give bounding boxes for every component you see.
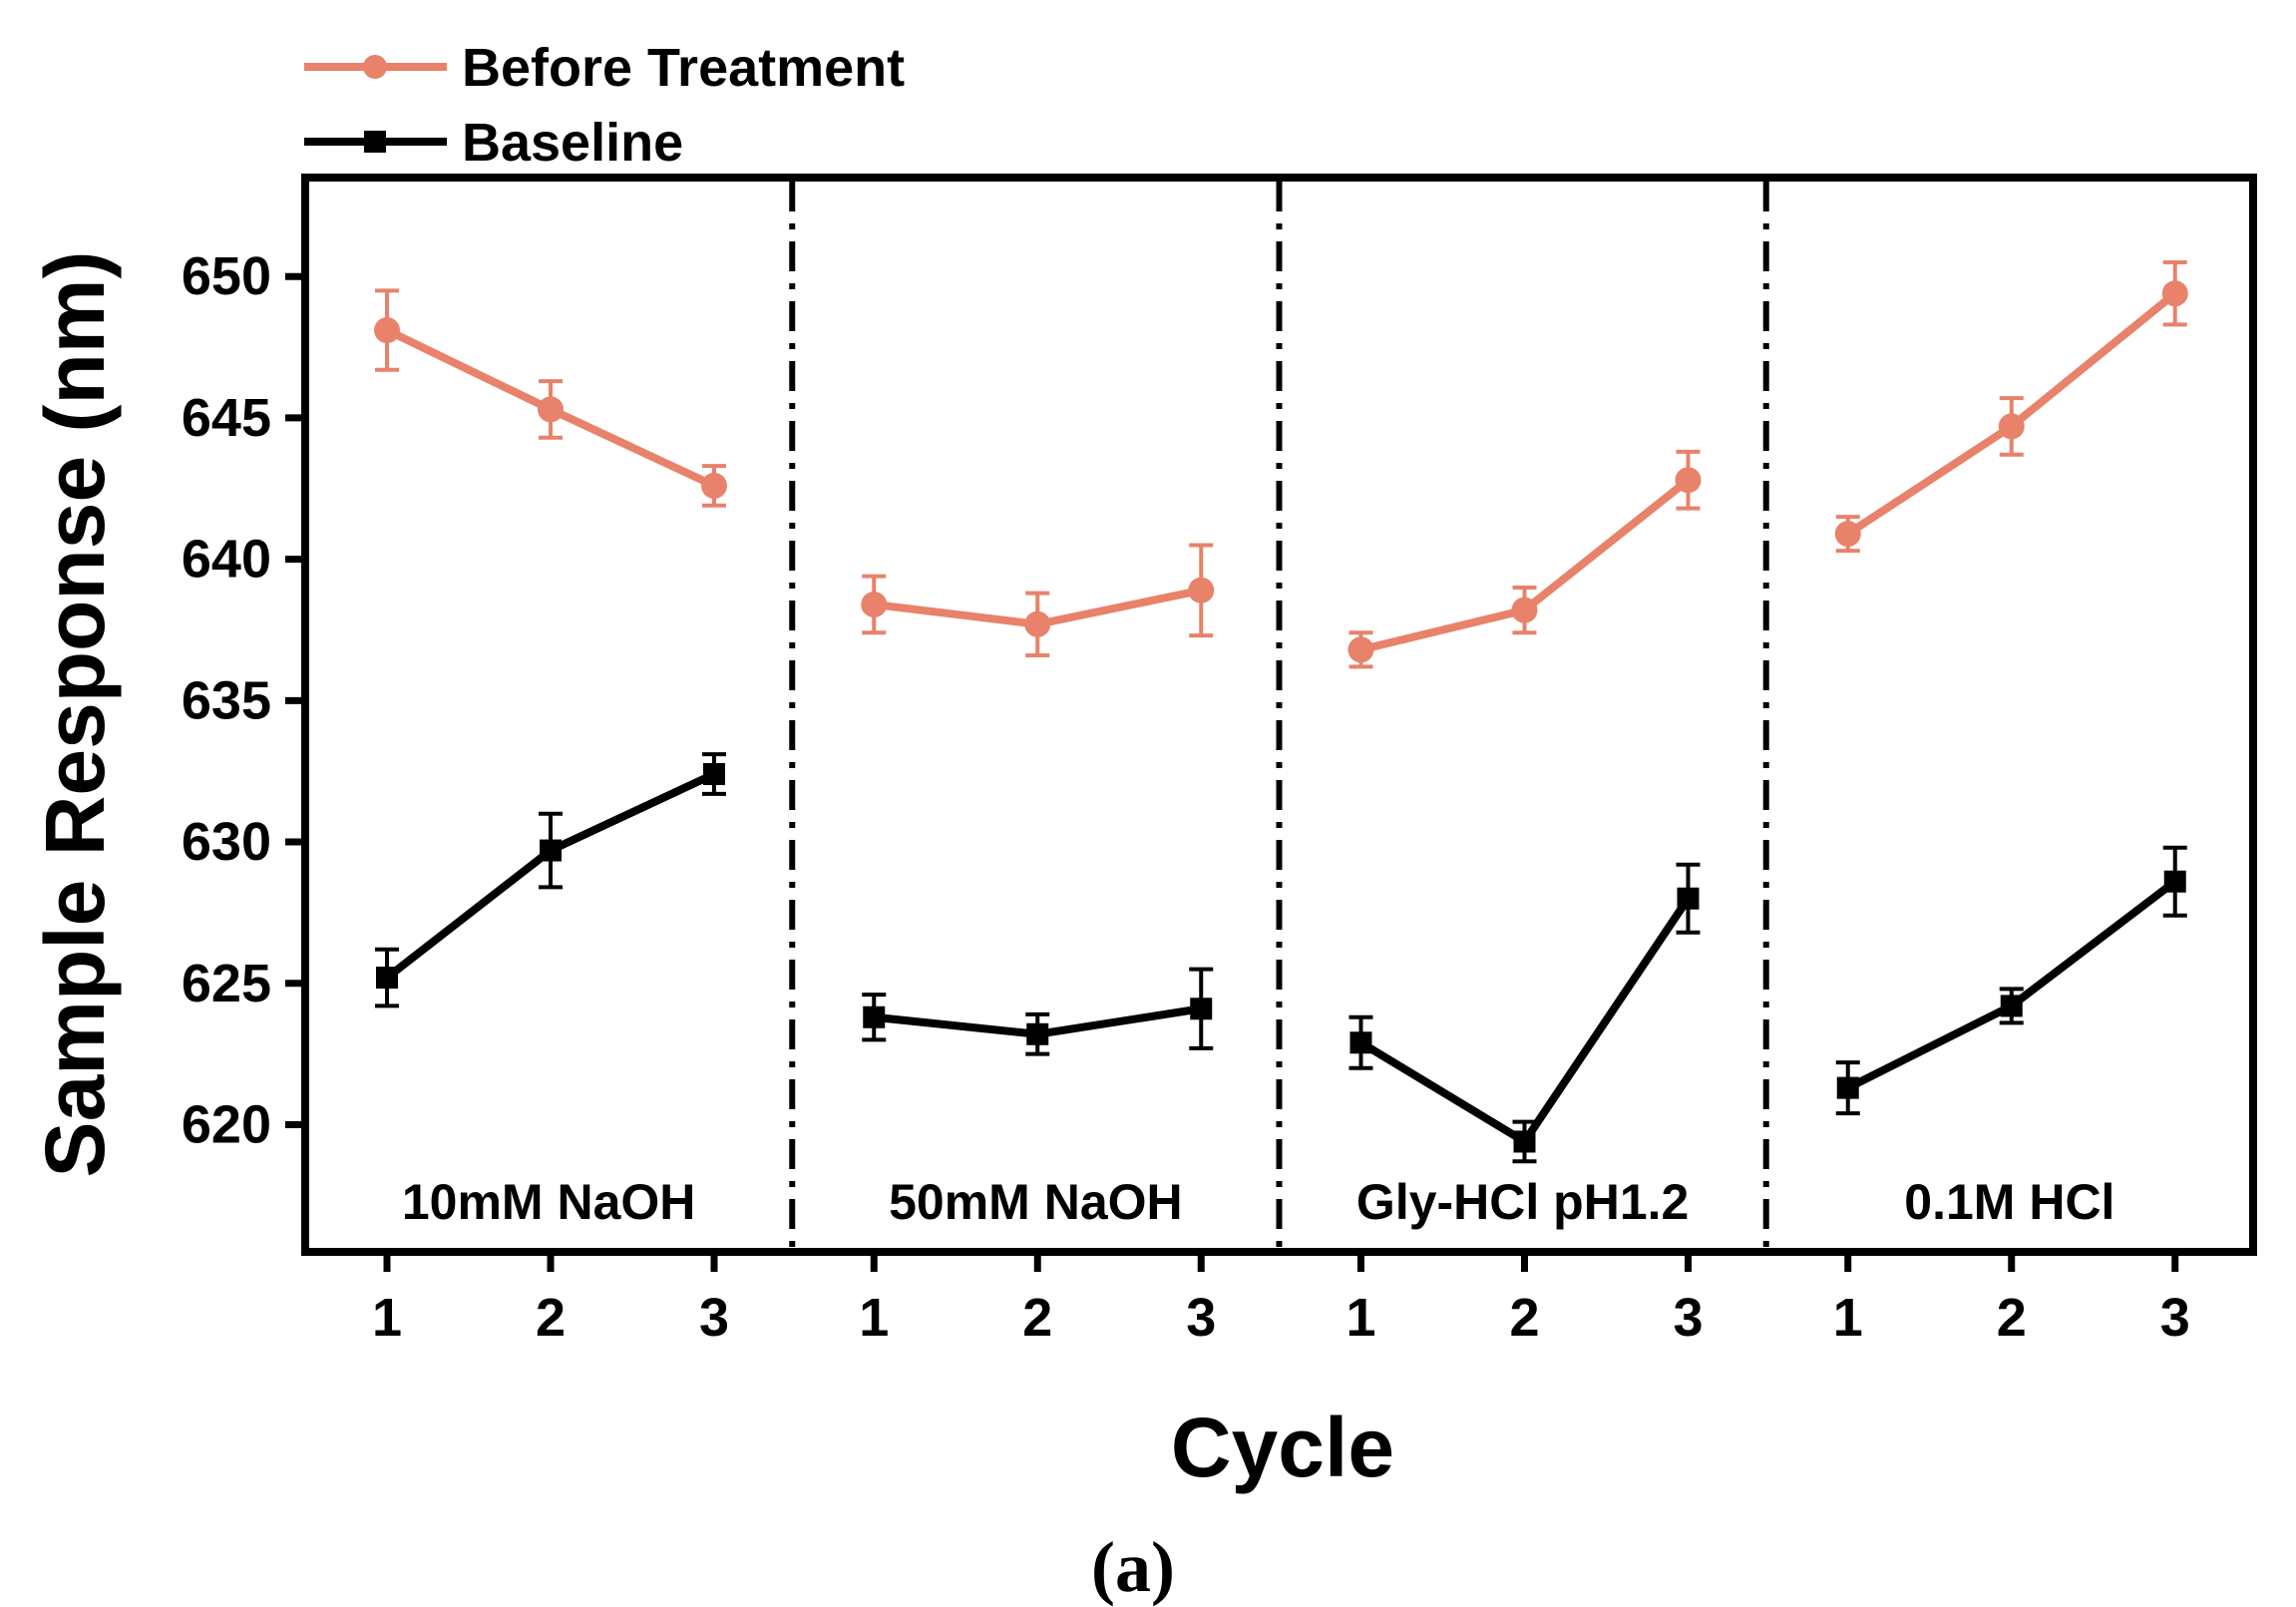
baseline-point — [863, 1005, 886, 1028]
x-tick-label: 2 — [1509, 1288, 1539, 1348]
group-dividers — [789, 182, 1769, 1248]
y-axis-title: Sample Response (nm) — [28, 251, 122, 1178]
legend: Before Treatment Baseline — [304, 38, 905, 173]
x-tick-label: 1 — [1345, 1288, 1375, 1348]
baseline-point — [2000, 995, 2023, 1017]
group-label: 10mM NaOH — [402, 1174, 696, 1230]
group-labels: 10mM NaOH 50mM NaOH Gly-HCl pH1.2 0.1M HCl — [402, 1174, 2115, 1230]
legend-baseline-label: Baseline — [462, 113, 683, 173]
legend-baseline-marker — [364, 131, 386, 153]
baseline-point — [2163, 870, 2186, 893]
y-tick-label: 635 — [182, 670, 271, 730]
baseline-point — [1836, 1076, 1859, 1099]
baseline-point — [1190, 998, 1213, 1020]
before-treatment-point — [861, 591, 888, 617]
x-tick-label: 1 — [372, 1288, 402, 1348]
x-tick-label: 2 — [536, 1288, 566, 1348]
x-axis: 1 2 3 1 2 3 1 2 3 1 2 3 — [372, 1252, 2190, 1348]
group-label: Gly-HCl pH1.2 — [1356, 1174, 1689, 1230]
baseline-point — [376, 967, 398, 990]
before-treatment-point — [1675, 467, 1702, 494]
before-treatment-point — [1024, 610, 1051, 637]
y-tick-label: 620 — [182, 1094, 271, 1154]
series — [374, 260, 2188, 1164]
x-tick-label: 2 — [1997, 1288, 2027, 1348]
y-tick-label: 625 — [182, 954, 271, 1013]
legend-before-marker — [363, 55, 387, 79]
group-label: 50mM NaOH — [889, 1174, 1183, 1230]
y-tick-label: 640 — [182, 530, 271, 590]
baseline-point — [1513, 1130, 1536, 1153]
y-axis: 620 625 630 635 640 645 650 — [182, 246, 305, 1154]
panel-label: (a) — [1091, 1527, 1175, 1607]
baseline-point — [703, 763, 725, 786]
x-tick-label: 1 — [859, 1288, 889, 1348]
plot-frame — [301, 174, 2257, 1256]
baseline-point — [1349, 1031, 1372, 1054]
baseline-point — [1677, 887, 1700, 910]
x-axis-title: Cycle — [1171, 1401, 1394, 1494]
y-tick-label: 645 — [182, 388, 271, 448]
before-treatment-point — [2161, 280, 2188, 307]
x-tick-label: 3 — [2160, 1288, 2190, 1348]
x-tick-label: 3 — [1673, 1288, 1703, 1348]
group-label: 0.1M HCl — [1904, 1174, 2114, 1230]
baseline-line — [1845, 878, 2178, 1092]
before-treatment-point — [1511, 597, 1538, 623]
baseline-point — [540, 839, 562, 862]
x-tick-label: 2 — [1022, 1288, 1052, 1348]
y-tick-label: 650 — [182, 246, 271, 306]
x-tick-label: 1 — [1833, 1288, 1863, 1348]
legend-before-label: Before Treatment — [462, 38, 905, 98]
before-treatment-point — [1347, 636, 1374, 663]
y-tick-label: 630 — [182, 812, 271, 872]
before-treatment-point — [701, 472, 727, 499]
baseline-point — [1026, 1022, 1049, 1045]
before-treatment-point — [1998, 413, 2025, 440]
before-treatment-point — [538, 396, 564, 423]
before-treatment-point — [374, 317, 400, 344]
x-tick-label: 3 — [1186, 1288, 1216, 1348]
before-treatment-point — [1834, 521, 1861, 548]
before-treatment-point — [1188, 577, 1215, 603]
x-tick-label: 3 — [699, 1288, 729, 1348]
baseline-line — [1358, 896, 1692, 1146]
